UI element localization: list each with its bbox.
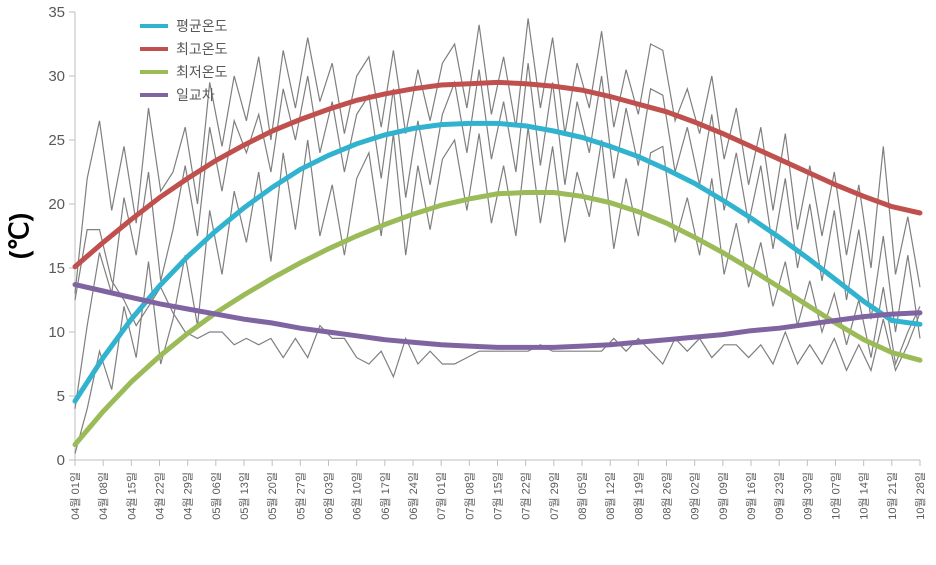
svg-text:04월 01일: 04월 01일 xyxy=(68,472,82,520)
svg-text:10월 21일: 10월 21일 xyxy=(885,472,899,520)
legend-label-0: 평균온도 xyxy=(176,18,228,34)
svg-text:07월 01일: 07월 01일 xyxy=(434,472,448,520)
svg-text:09월 30일: 09월 30일 xyxy=(800,472,814,520)
svg-text:35: 35 xyxy=(48,4,65,21)
svg-text:06월 03일: 06월 03일 xyxy=(322,472,336,520)
raw-avg_temp xyxy=(75,63,920,409)
legend-label-3: 일교차 xyxy=(176,87,215,103)
svg-text:10월 14일: 10월 14일 xyxy=(857,472,871,520)
raw-max_temp xyxy=(75,18,920,293)
svg-text:09월 09일: 09월 09일 xyxy=(716,472,730,520)
svg-text:07월 22일: 07월 22일 xyxy=(519,472,533,520)
svg-text:08월 12일: 08월 12일 xyxy=(603,472,617,520)
svg-text:25: 25 xyxy=(48,132,65,149)
svg-text:30: 30 xyxy=(48,68,65,85)
legend-label-2: 최저온도 xyxy=(176,64,228,80)
svg-text:04월 08일: 04월 08일 xyxy=(96,472,110,520)
legend-label-1: 최고온도 xyxy=(176,41,228,57)
svg-text:04월 15일: 04월 15일 xyxy=(124,472,138,520)
svg-text:09월 23일: 09월 23일 xyxy=(772,472,786,520)
svg-text:09월 02일: 09월 02일 xyxy=(688,472,702,520)
chart-svg: 0 5 10 15 20 25 30 35 (℃) 04월 01일 04월 08일 04월 15일 04… xyxy=(0,0,936,565)
svg-text:05월 27일: 05월 27일 xyxy=(293,472,307,520)
svg-text:(℃): (℃) xyxy=(4,213,34,260)
svg-text:10월 28일: 10월 28일 xyxy=(913,472,927,520)
svg-text:04월 22일: 04월 22일 xyxy=(153,472,167,520)
svg-text:07월 29일: 07월 29일 xyxy=(547,472,561,520)
svg-text:06월 17일: 06월 17일 xyxy=(378,472,392,520)
svg-text:08월 19일: 08월 19일 xyxy=(631,472,645,520)
svg-text:0: 0 xyxy=(57,452,65,469)
svg-text:5: 5 xyxy=(57,388,65,405)
svg-text:10월 07일: 10월 07일 xyxy=(829,472,843,520)
svg-text:06월 24일: 06월 24일 xyxy=(406,472,420,520)
svg-text:09월 16일: 09월 16일 xyxy=(744,472,758,520)
svg-text:20: 20 xyxy=(48,196,65,213)
svg-text:07월 08일: 07월 08일 xyxy=(462,472,476,520)
svg-text:08월 05일: 08월 05일 xyxy=(575,472,589,520)
raw-min_temp xyxy=(75,127,920,453)
legend: 평균온도최고온도최저온도일교차 xyxy=(140,18,228,103)
svg-text:05월 20일: 05월 20일 xyxy=(265,472,279,520)
svg-text:05월 06일: 05월 06일 xyxy=(209,472,223,520)
svg-text:06월 10일: 06월 10일 xyxy=(350,472,364,520)
svg-text:07월 15일: 07월 15일 xyxy=(491,472,505,520)
temperature-chart: 0 5 10 15 20 25 30 35 (℃) 04월 01일 04월 08일 04월 15일 04… xyxy=(0,0,936,565)
svg-text:05월 13일: 05월 13일 xyxy=(237,472,251,520)
trend-min_temp xyxy=(75,193,920,445)
svg-text:04월 29일: 04월 29일 xyxy=(181,472,195,520)
svg-text:10: 10 xyxy=(48,324,65,341)
svg-text:08월 26일: 08월 26일 xyxy=(660,472,674,520)
svg-text:15: 15 xyxy=(48,260,65,277)
